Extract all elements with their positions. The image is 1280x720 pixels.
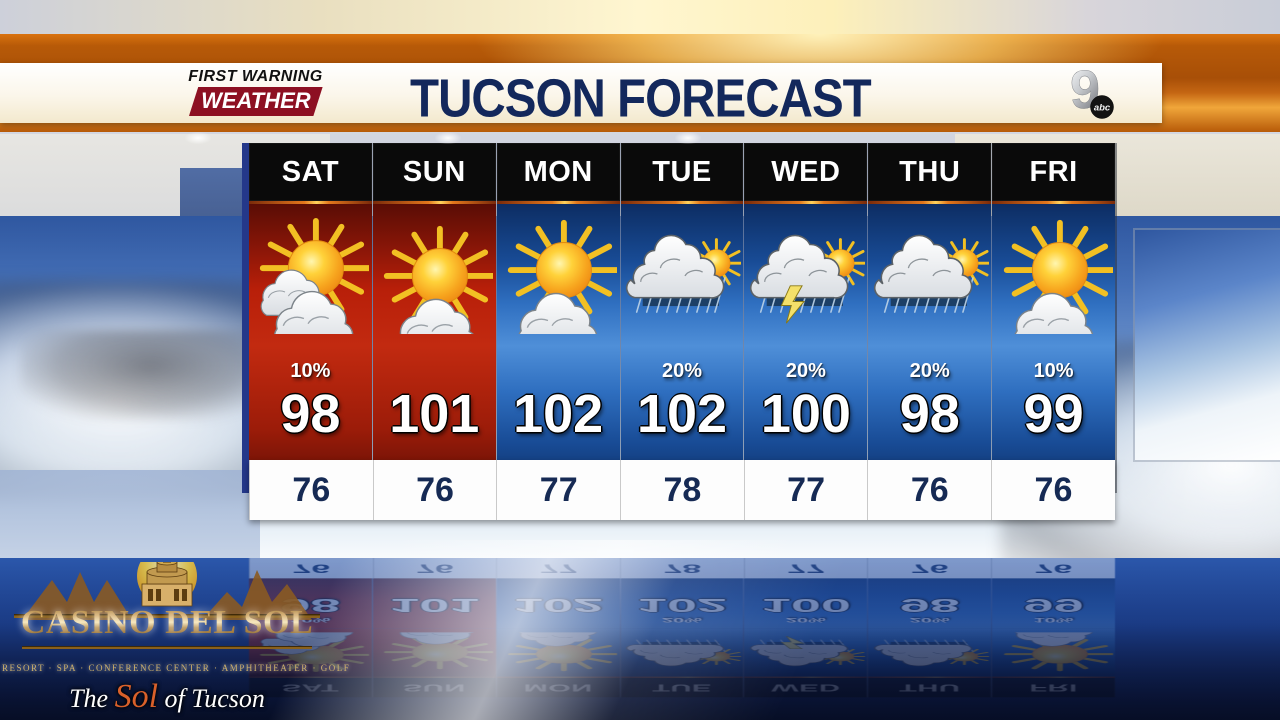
svg-text:abc: abc: [1094, 103, 1111, 114]
